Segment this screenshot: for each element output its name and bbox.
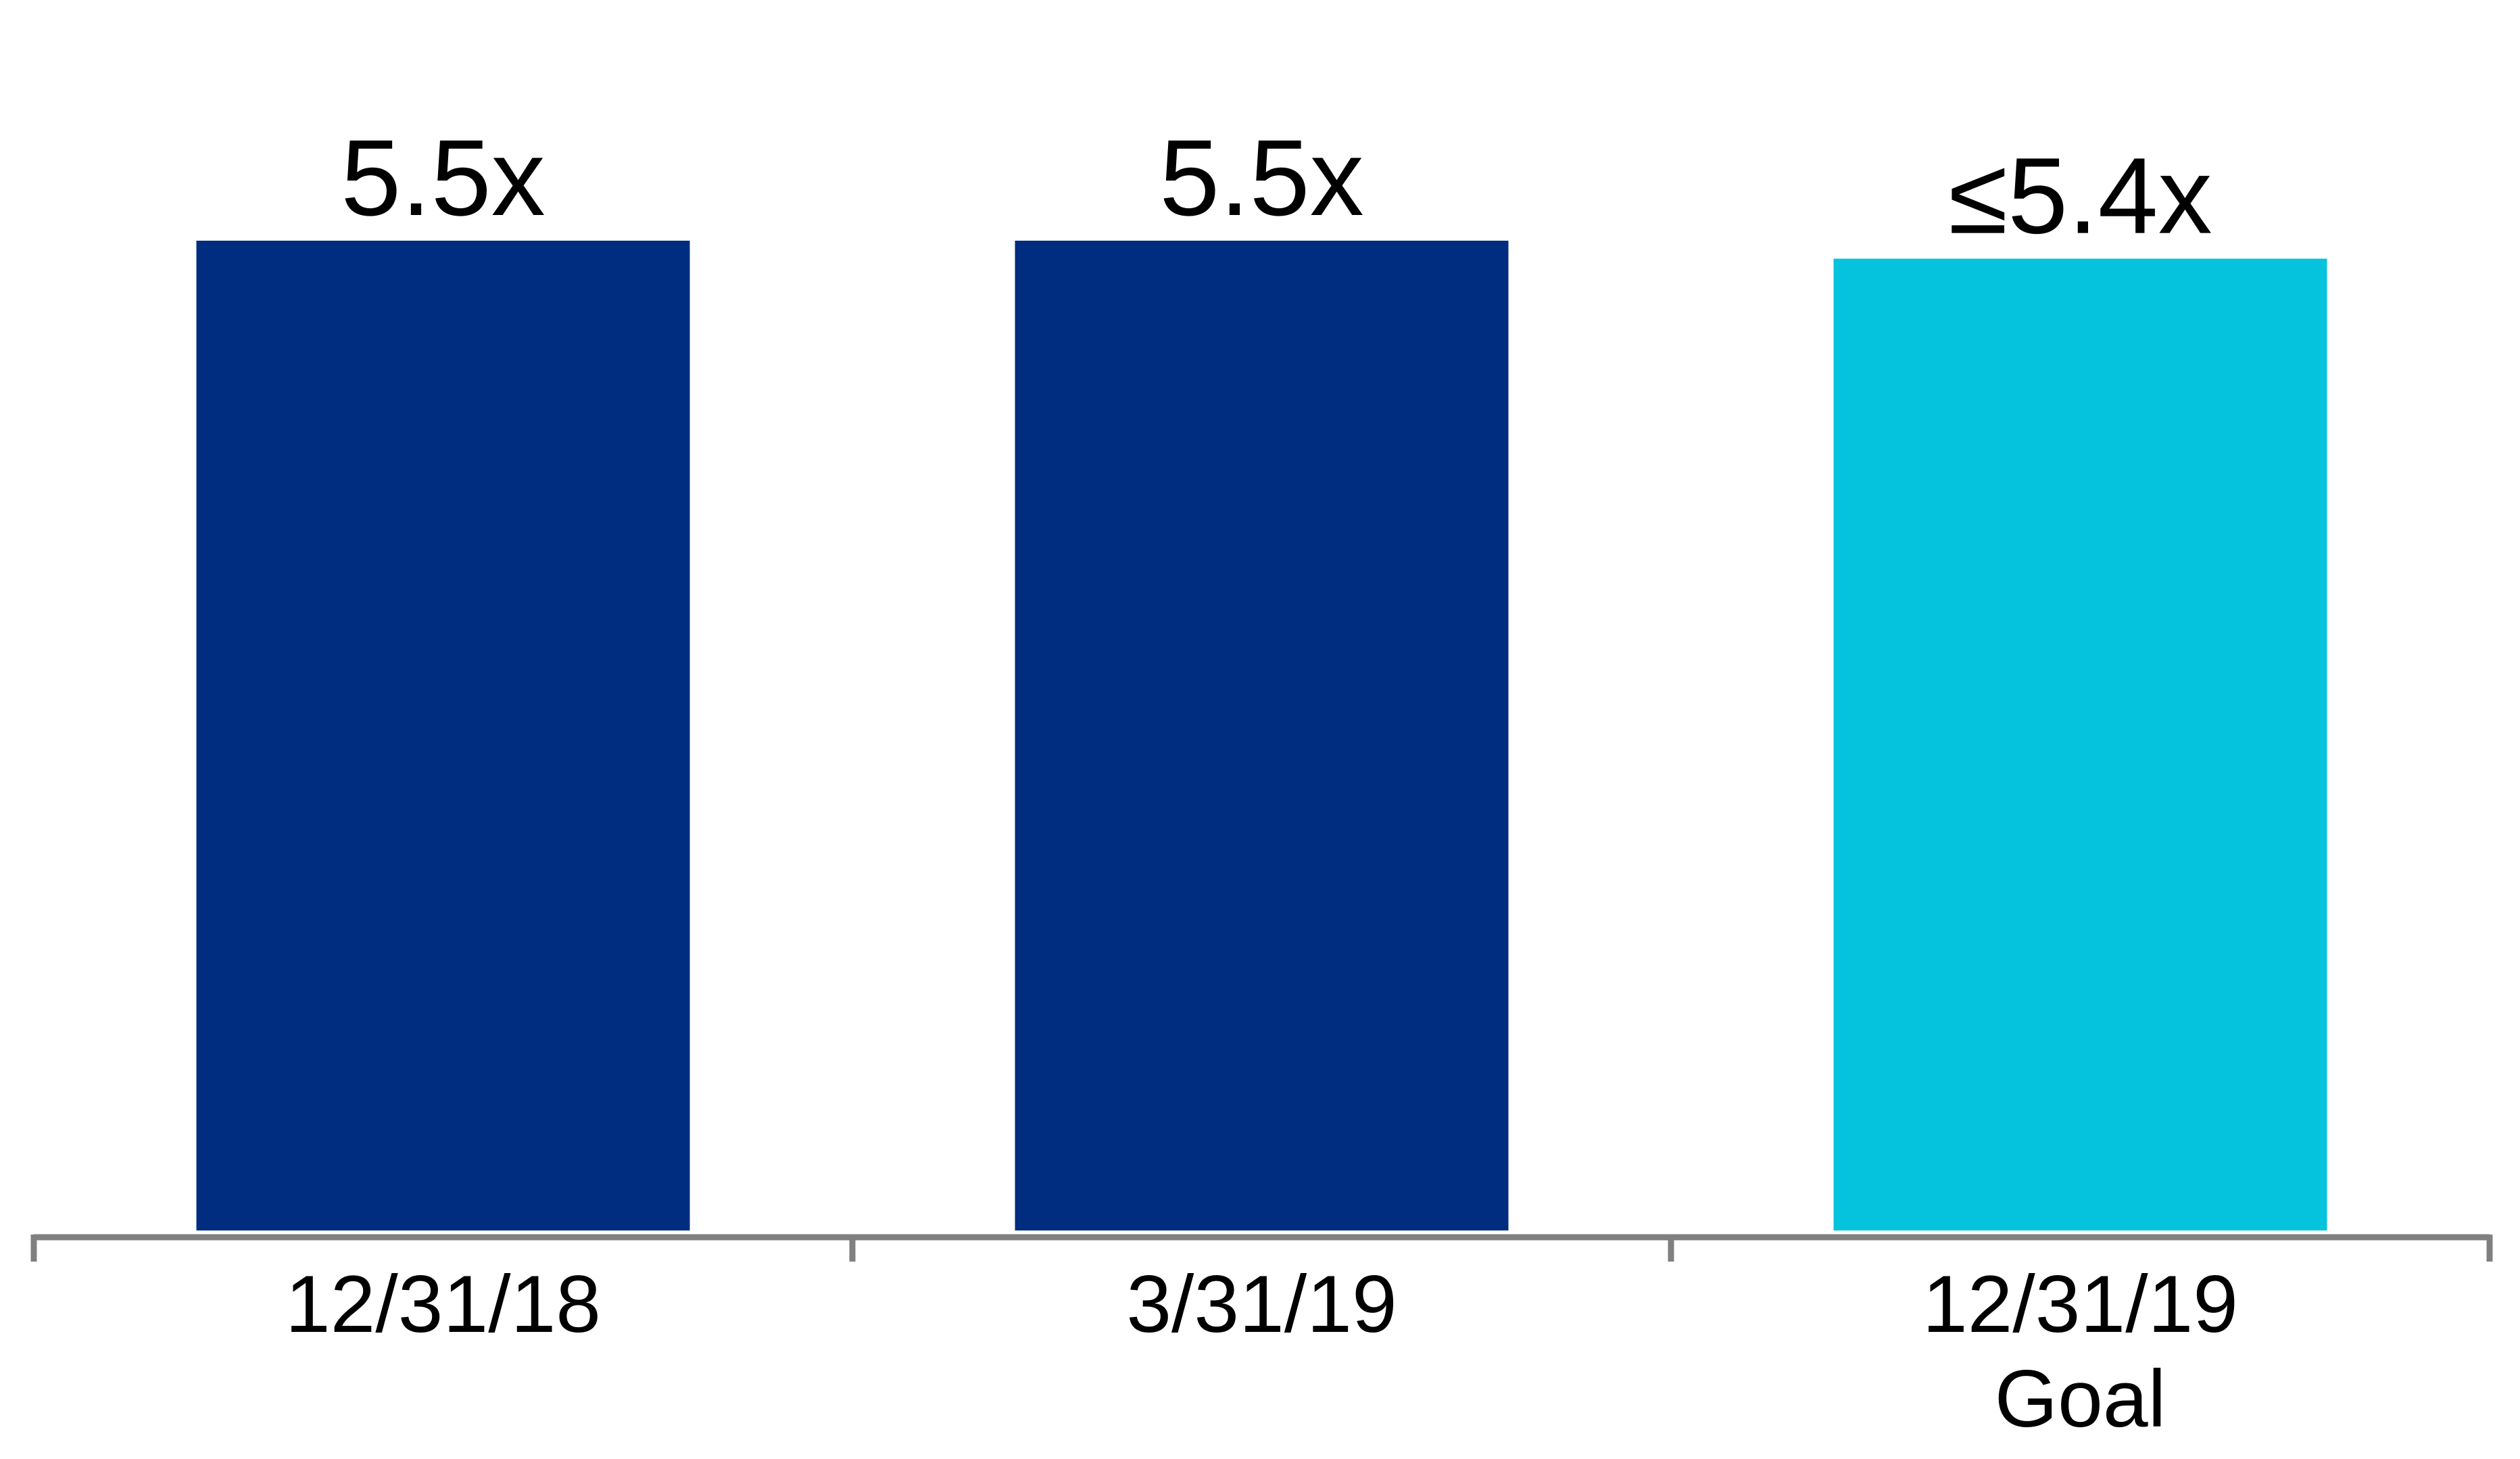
bar-value-label: ≤5.4x <box>1948 135 2212 256</box>
bar <box>1833 258 2327 1231</box>
value-labels-group: 5.5x 5.5x ≤5.4x <box>341 117 2212 256</box>
bar-value-label: 5.5x <box>1159 117 1363 238</box>
bar <box>196 241 690 1230</box>
x-tick-label: 12/31/19 <box>1922 1259 2238 1349</box>
x-tick-label: Goal <box>1995 1354 2166 1444</box>
bars-group <box>196 241 2327 1231</box>
x-tick-label: 12/31/18 <box>285 1259 601 1349</box>
bar-value-label: 5.5x <box>341 117 545 238</box>
x-axis <box>30 1234 2493 1262</box>
bar <box>1015 241 1509 1230</box>
x-tick-label: 3/31/19 <box>1126 1259 1397 1349</box>
